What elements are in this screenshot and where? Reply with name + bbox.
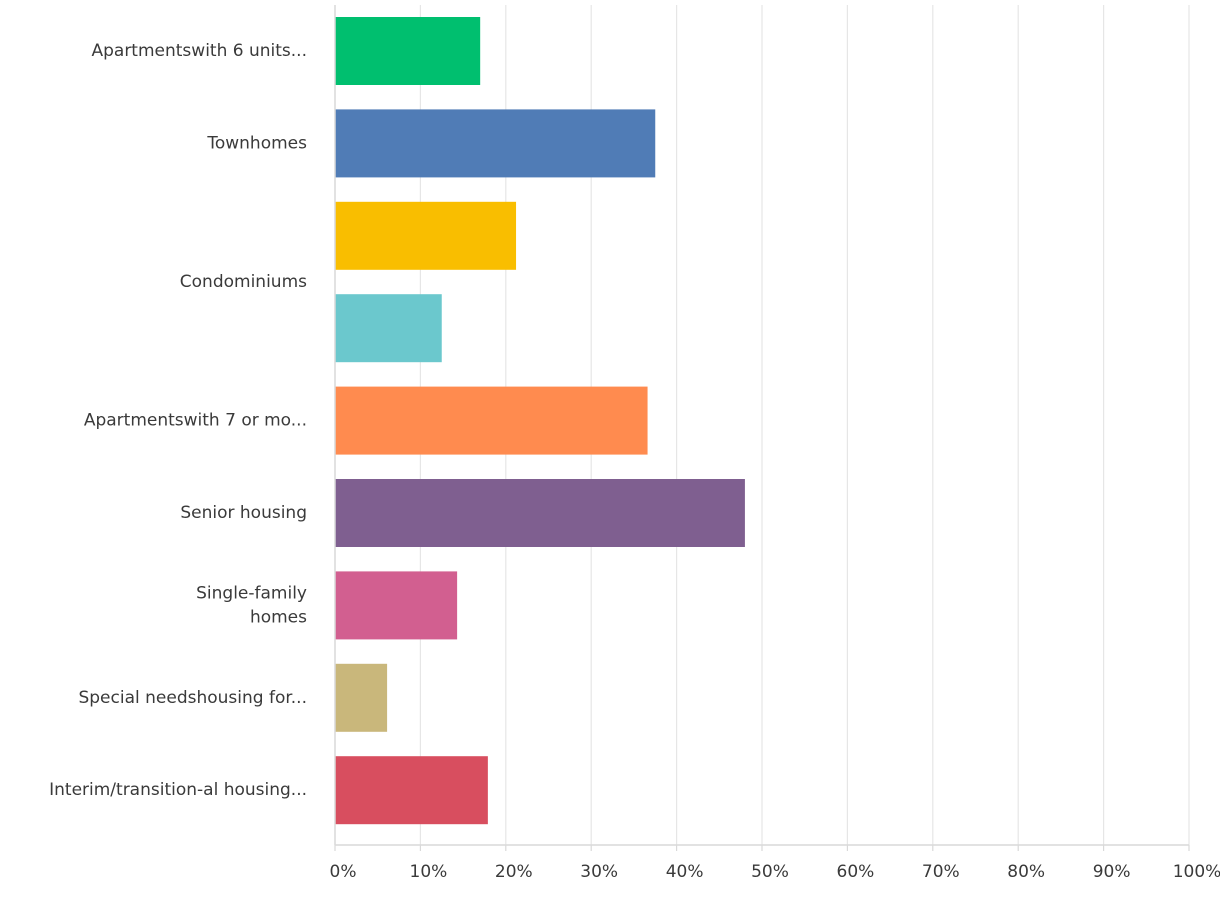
category-label: Apartmentswith 6 units... [91,41,307,61]
category-label: Townhomes [206,133,307,153]
category-label: Special needshousing for... [78,688,307,708]
bars [335,17,745,825]
x-tick-label: 70% [922,862,960,882]
category-label: Single-family homes [196,583,307,627]
x-tick-label: 50% [751,862,789,882]
bar [335,294,442,363]
x-tick-label: 80% [1007,862,1045,882]
x-tick-label: 20% [495,862,533,882]
category-label: Apartmentswith 7 or mo... [84,411,307,431]
category-label: Senior housing [180,503,307,523]
bar [335,386,648,455]
bar [335,571,458,640]
bar [335,663,388,732]
x-tick-label: 100% [1173,862,1220,882]
category-label: Interim/transition-al housing... [49,780,307,800]
x-tick-label: 60% [837,862,875,882]
x-tick-label: 10% [410,862,448,882]
x-tick-labels: 0% 10% 20% 30% 40% 50% 60% 70% 80% 90% 100% [330,862,1220,882]
bar [335,479,745,547]
bar [335,109,656,178]
x-tick-label: 90% [1093,862,1131,882]
bar [335,756,488,825]
x-tick-label: 0% [330,862,357,882]
bar [335,201,517,270]
bar [335,17,481,85]
category-label: Condominiums [180,272,307,292]
x-tick-label: 40% [666,862,704,882]
x-tick-label: 30% [580,862,618,882]
category-labels: Apartmentswith 6 units... Townhomes Condom… [49,41,307,800]
